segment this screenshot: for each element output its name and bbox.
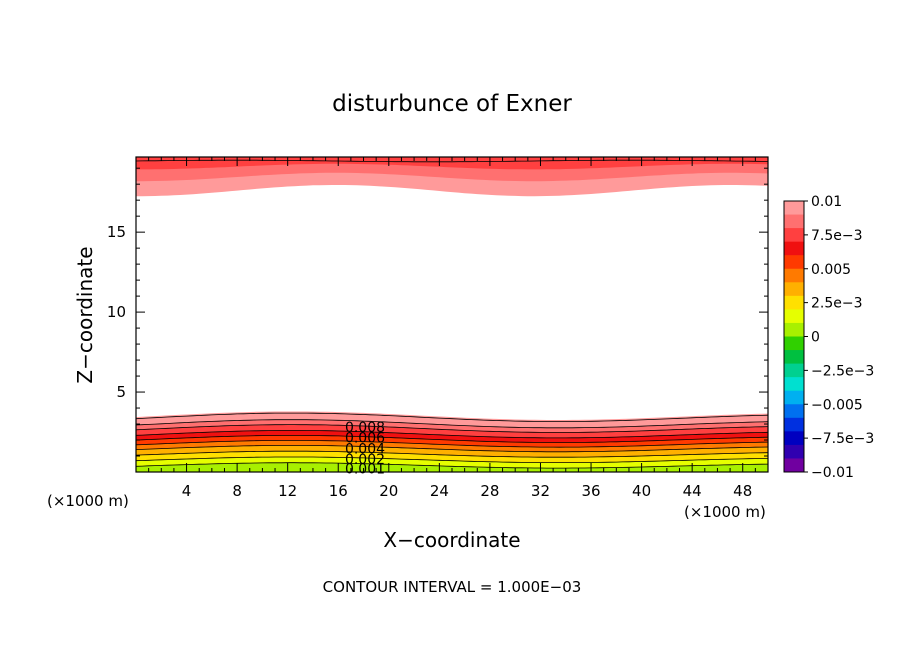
x-tick-label: 24 <box>430 482 449 500</box>
colorbar-label: 7.5e−3 <box>811 228 863 244</box>
contour-label: 0.008 <box>345 420 385 436</box>
colorbar-label: −2.5e−3 <box>811 363 874 379</box>
y-tick-label: 15 <box>107 223 126 241</box>
colorbar-segment <box>784 350 804 365</box>
colorbar-segment <box>784 295 804 310</box>
colorbar-label: −7.5e−3 <box>811 431 874 447</box>
contour-line-0.007 <box>135 430 769 439</box>
colorbar-segment <box>784 214 804 229</box>
colorbar: 0.01 7.5e−3 0.005 2.5e−3 0 −2.5e−3 −0.005 −7.5e… <box>783 194 874 481</box>
contour-line-0.006 <box>135 435 769 443</box>
x-tick-label: 28 <box>480 482 499 500</box>
colorbar-label: −0.01 <box>811 465 854 481</box>
colorbar-segment <box>784 404 804 419</box>
contour-line-0.009 <box>135 419 769 429</box>
colorbar-label: 2.5e−3 <box>811 296 863 312</box>
y-tick-label: 5 <box>116 383 126 401</box>
x-axis: 4 8 12 16 20 24 28 32 36 40 44 48 <box>148 157 756 500</box>
colorbar-segment <box>784 309 804 324</box>
x-tick-label: 4 <box>182 482 192 500</box>
colorbar-label: 0 <box>811 330 820 346</box>
colorbar-segment <box>784 282 804 297</box>
contour-line-0.004 <box>135 445 769 453</box>
colorbar-segment <box>784 444 804 459</box>
contour-interval-footer: CONTOUR INTERVAL = 1.000E−03 <box>323 578 582 596</box>
x-axis-unit-right: (×1000 m) <box>684 503 766 521</box>
contour-line-0.005 <box>135 440 769 448</box>
colorbar-segment <box>784 458 804 473</box>
colorbar-segment <box>784 268 804 283</box>
colorbar-segment <box>784 228 804 243</box>
colorbar-segment <box>784 363 804 378</box>
x-tick-label: 16 <box>329 482 348 500</box>
contour-label: 0.004 <box>345 442 385 458</box>
colorbar-label: −0.005 <box>811 397 863 413</box>
colorbar-segment <box>784 336 804 351</box>
contour-line-0.01 <box>135 412 769 422</box>
x-tick-label: 36 <box>581 482 600 500</box>
colorbar-segment <box>784 431 804 446</box>
colorbar-segment <box>784 241 804 256</box>
colorbar-label: 0.005 <box>811 262 851 278</box>
x-tick-label: 40 <box>632 482 651 500</box>
contour-line-0.008 <box>135 424 769 433</box>
colorbar-label: 0.01 <box>811 194 842 210</box>
bottom-band-lowest <box>136 462 768 472</box>
x-tick-label: 48 <box>733 482 752 500</box>
x-axis-label: X−coordinate <box>383 528 520 552</box>
colorbar-segment <box>784 322 804 337</box>
colorbar-segment <box>784 377 804 392</box>
contour-label: 0.006 <box>345 430 385 446</box>
contour-line-0.002 <box>135 456 769 463</box>
contour-line-0.001 <box>135 462 769 469</box>
x-tick-label: 8 <box>232 482 242 500</box>
contour-line-top <box>135 159 768 163</box>
x-tick-label: 44 <box>683 482 702 500</box>
contour-label: 0.002 <box>345 452 385 468</box>
colorbar-segment <box>784 390 804 405</box>
x-tick-label: 12 <box>278 482 297 500</box>
y-tick-label: 10 <box>107 303 126 321</box>
colorbar-segment <box>784 201 804 216</box>
contour-label: 0.001 <box>345 462 385 478</box>
contour-line-0.003 <box>135 450 769 458</box>
y-axis-label: Z−coordinate <box>73 246 97 383</box>
chart-title: disturbunce of Exner <box>332 91 572 117</box>
y-axis: 5 10 15 <box>107 167 768 457</box>
colorbar-segment <box>784 417 804 432</box>
x-tick-label: 32 <box>531 482 550 500</box>
x-tick-label: 20 <box>379 482 398 500</box>
x-axis-unit-left: (×1000 m) <box>47 492 129 510</box>
plot-area <box>135 157 769 472</box>
colorbar-segment <box>784 255 804 270</box>
